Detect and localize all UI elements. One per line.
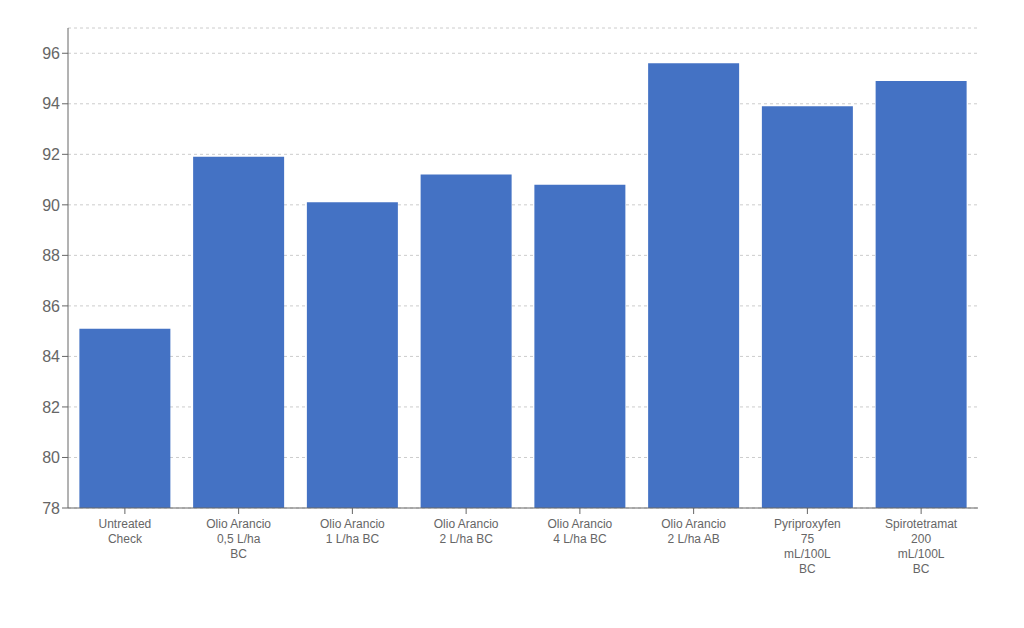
svg-text:94: 94 <box>42 95 60 112</box>
svg-text:90: 90 <box>42 197 60 214</box>
svg-text:86: 86 <box>42 298 60 315</box>
svg-text:Olio Arancio0,5 L/haBC: Olio Arancio0,5 L/haBC <box>206 517 271 561</box>
svg-text:Olio Arancio2 L/ha AB: Olio Arancio2 L/ha AB <box>661 517 726 546</box>
svg-text:Olio Arancio1 L/ha BC: Olio Arancio1 L/ha BC <box>320 517 385 546</box>
svg-text:96: 96 <box>42 45 60 62</box>
svg-text:UntreatedCheck: UntreatedCheck <box>99 517 152 546</box>
svg-text:84: 84 <box>42 348 60 365</box>
svg-text:92: 92 <box>42 146 60 163</box>
svg-text:Spirotetramat200mL/100LBC: Spirotetramat200mL/100LBC <box>885 517 958 576</box>
svg-text:Olio Arancio2 L/ha BC: Olio Arancio2 L/ha BC <box>434 517 499 546</box>
svg-text:88: 88 <box>42 247 60 264</box>
svg-text:Olio Arancio4 L/ha BC: Olio Arancio4 L/ha BC <box>548 517 613 546</box>
svg-text:82: 82 <box>42 399 60 416</box>
svg-text:80: 80 <box>42 449 60 466</box>
svg-text:Pyriproxyfen75mL/100LBC: Pyriproxyfen75mL/100LBC <box>774 517 841 576</box>
svg-text:78: 78 <box>42 500 60 517</box>
